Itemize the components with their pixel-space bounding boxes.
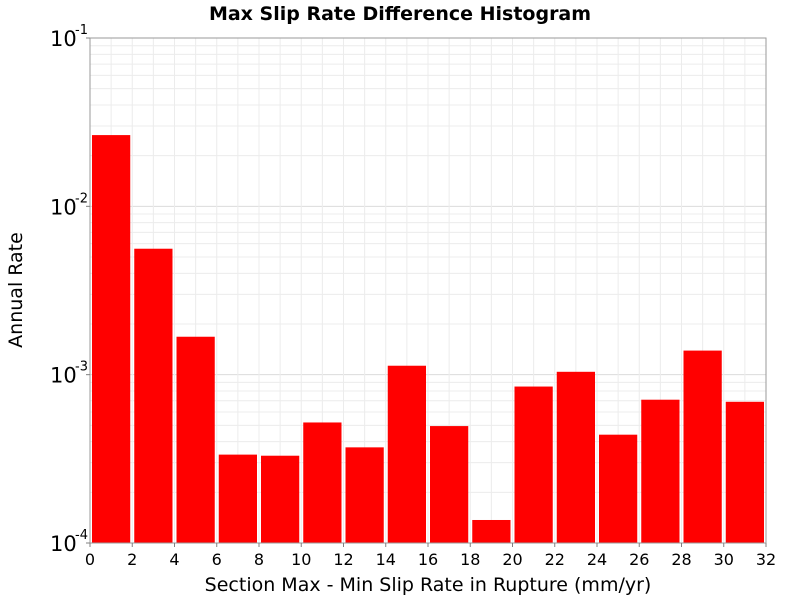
y-tick-label: 10-3 bbox=[50, 360, 88, 388]
y-tick-exponent: -1 bbox=[75, 23, 88, 38]
x-tick-label: 14 bbox=[376, 550, 396, 569]
histogram-bar bbox=[218, 454, 257, 543]
histogram-bar bbox=[599, 434, 638, 543]
y-tick-label: 10-1 bbox=[50, 23, 88, 51]
histogram-bar bbox=[472, 519, 511, 543]
histogram-bar bbox=[134, 248, 173, 543]
y-tick-label: 10-2 bbox=[50, 191, 88, 219]
bars bbox=[92, 135, 764, 543]
x-axis-label: Section Max - Min Slip Rate in Rupture (… bbox=[205, 574, 652, 596]
x-tick-label: 12 bbox=[333, 550, 353, 569]
x-axis-ticks: 0 2 4 6 8 10 12 14 16 18 20 22 24 26 28 30 32 bbox=[85, 543, 776, 569]
histogram-bar bbox=[345, 447, 384, 543]
x-tick-label: 4 bbox=[169, 550, 179, 569]
histogram-bar bbox=[725, 401, 764, 543]
x-tick-label: 18 bbox=[460, 550, 480, 569]
x-tick-label: 24 bbox=[587, 550, 607, 569]
y-tick-base: 10 bbox=[50, 195, 77, 219]
y-tick-exponent: -2 bbox=[75, 191, 88, 206]
histogram-bar bbox=[261, 455, 300, 543]
x-tick-label: 0 bbox=[85, 550, 95, 569]
x-tick-label: 30 bbox=[714, 550, 734, 569]
histogram-bar bbox=[430, 426, 469, 543]
x-tick-label: 2 bbox=[127, 550, 137, 569]
y-tick-label: 10-4 bbox=[50, 528, 88, 556]
y-axis-label: Annual Rate bbox=[5, 232, 27, 348]
x-tick-label: 8 bbox=[254, 550, 264, 569]
x-tick-label: 6 bbox=[212, 550, 222, 569]
histogram-bar bbox=[92, 135, 131, 543]
y-tick-exponent: -4 bbox=[75, 528, 88, 543]
histogram-bar bbox=[556, 371, 595, 543]
histogram-bar bbox=[387, 365, 426, 543]
histogram-bar bbox=[303, 422, 342, 543]
histogram-bar bbox=[683, 350, 722, 543]
x-tick-label: 22 bbox=[545, 550, 565, 569]
chart-title: Max Slip Rate Difference Histogram bbox=[209, 3, 591, 25]
histogram-bar bbox=[514, 386, 553, 543]
y-tick-base: 10 bbox=[50, 364, 77, 388]
y-tick-exponent: -3 bbox=[75, 360, 88, 375]
y-tick-base: 10 bbox=[50, 27, 77, 51]
histogram-bar bbox=[176, 336, 215, 543]
y-tick-base: 10 bbox=[50, 532, 77, 556]
histogram-bar bbox=[641, 399, 680, 543]
x-tick-label: 26 bbox=[629, 550, 649, 569]
x-tick-label: 16 bbox=[418, 550, 438, 569]
x-tick-label: 28 bbox=[671, 550, 691, 569]
y-axis-ticks: 10-110-210-310-4 bbox=[50, 23, 90, 556]
x-tick-label: 10 bbox=[291, 550, 311, 569]
x-tick-label: 20 bbox=[502, 550, 522, 569]
x-tick-label: 32 bbox=[756, 550, 776, 569]
